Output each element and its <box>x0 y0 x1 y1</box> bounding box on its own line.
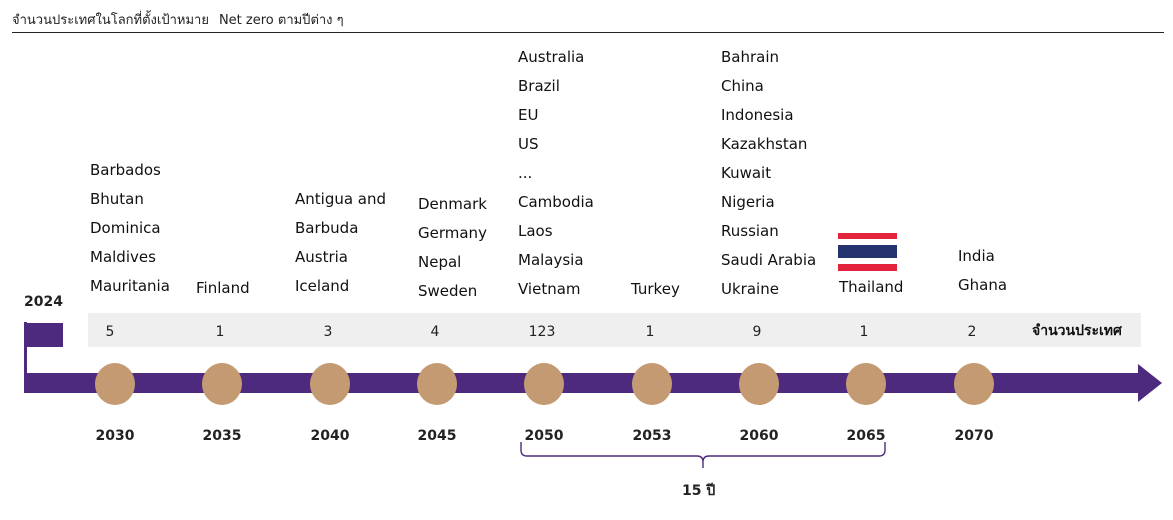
milestone-year-2050: 2050 <box>524 428 564 444</box>
country-name: Russian <box>721 222 779 240</box>
country-name: Kazakhstan <box>721 135 808 153</box>
country-list-2030: Barbados Bhutan Dominica Maldives Mauritania <box>90 156 170 301</box>
milestone-dot-2045 <box>417 363 457 405</box>
thailand-flag-icon <box>838 233 897 271</box>
start-year: 2024 <box>24 294 63 310</box>
milestone-year-2045: 2045 <box>417 428 457 444</box>
milestone-year-2035: 2035 <box>202 428 242 444</box>
country-name: Germany <box>418 224 487 242</box>
country-name: Barbados <box>90 161 161 179</box>
milestone-dot-2065 <box>846 363 886 405</box>
title-thai: จำนวนประเทศในโลกที่ตั้งเป้าหมาย <box>12 13 209 28</box>
milestone-count-2030: 5 <box>105 324 115 340</box>
country-name: Bahrain <box>721 48 780 66</box>
span-brace <box>520 442 886 468</box>
country-name: Ghana <box>958 276 1008 294</box>
flag-icon <box>24 322 27 376</box>
milestone-count-2060: 9 <box>752 324 762 340</box>
country-name: Malaysia <box>518 251 584 269</box>
milestone-dot-2035 <box>202 363 242 405</box>
count-band <box>88 313 1141 347</box>
milestone-dot-2053 <box>632 363 672 405</box>
milestone-dot-2060 <box>739 363 779 405</box>
country-name: Kuwait <box>721 164 772 182</box>
milestone-year-2030: 2030 <box>95 428 135 444</box>
milestone-count-2035: 1 <box>215 324 225 340</box>
milestone-year-2060: 2060 <box>739 428 779 444</box>
country-name: Nigeria <box>721 193 775 211</box>
country-name: China <box>721 77 764 95</box>
country-name: Mauritania <box>90 277 170 295</box>
milestone-count-2053: 1 <box>645 324 655 340</box>
flag-cloth <box>27 323 63 347</box>
country-name: Saudi Arabia <box>721 251 817 269</box>
chart-title: จำนวนประเทศในโลกที่ตั้งเป้าหมาย Net zero … <box>12 9 344 30</box>
country-name: US <box>518 135 539 153</box>
title-netzero: Net zero <box>218 13 274 28</box>
country-name: Iceland <box>295 277 350 295</box>
country-list-2053: Turkey <box>631 275 680 304</box>
country-name: Bhutan <box>90 190 144 208</box>
country-name: Dominica <box>90 219 161 237</box>
count-label: จำนวนประเทศ <box>1032 323 1122 339</box>
country-name: Maldives <box>90 248 156 266</box>
country-list-2060: Bahrain China Indonesia Kazakhstan Kuwait Nig… <box>721 43 816 304</box>
country-name: Brazil <box>518 77 560 95</box>
milestone-year-2053: 2053 <box>632 428 672 444</box>
country-name: Indonesia <box>721 106 794 124</box>
country-name: Austria <box>295 248 348 266</box>
milestone-dot-2070 <box>954 363 994 405</box>
country-name: Cambodia <box>518 193 594 211</box>
country-name: Turkey <box>631 280 680 298</box>
milestone-year-2040: 2040 <box>310 428 350 444</box>
country-name: Vietnam <box>518 280 581 298</box>
milestone-count-2040: 3 <box>323 324 333 340</box>
country-name: Nepal <box>418 253 462 271</box>
title-divider <box>12 32 1164 33</box>
milestone-dot-2040 <box>310 363 350 405</box>
milestone-year-2065: 2065 <box>846 428 886 444</box>
country-list-2065: Thailand <box>839 273 903 302</box>
country-name: Laos <box>518 222 553 240</box>
milestone-count-2065: 1 <box>859 324 869 340</box>
country-name: Antigua and <box>295 190 387 208</box>
country-name: Thailand <box>839 278 904 296</box>
country-name: ... <box>518 164 533 182</box>
country-list-2050: Australia Brazil EU US... Cambodia Laos Malays… <box>518 43 594 304</box>
country-list-2070: India Ghana <box>958 242 1007 300</box>
country-list-2035: Finland <box>196 274 250 303</box>
arrow-right-icon <box>1138 364 1162 402</box>
country-list-2045: Denmark Germany Nepal Sweden <box>418 190 487 306</box>
country-name: Barbuda <box>295 219 359 237</box>
country-list-2040: Antigua and Barbuda Austria Iceland <box>295 185 386 301</box>
span-label: 15 ปี <box>682 483 716 499</box>
country-name: EU <box>518 106 539 124</box>
milestone-count-2070: 2 <box>967 324 977 340</box>
country-name: Ukraine <box>721 280 779 298</box>
country-name: Australia <box>518 48 585 66</box>
country-name: Denmark <box>418 195 487 213</box>
country-name: Sweden <box>418 282 478 300</box>
title-suffix: ตามปีต่าง ๆ <box>277 13 344 28</box>
country-name: Finland <box>196 279 250 297</box>
milestone-year-2070: 2070 <box>954 428 994 444</box>
country-name: India <box>958 247 995 265</box>
milestone-count-2045: 4 <box>430 324 440 340</box>
milestone-dot-2050 <box>524 363 564 405</box>
milestone-dot-2030 <box>95 363 135 405</box>
milestone-count-2050: 123 <box>528 324 556 340</box>
